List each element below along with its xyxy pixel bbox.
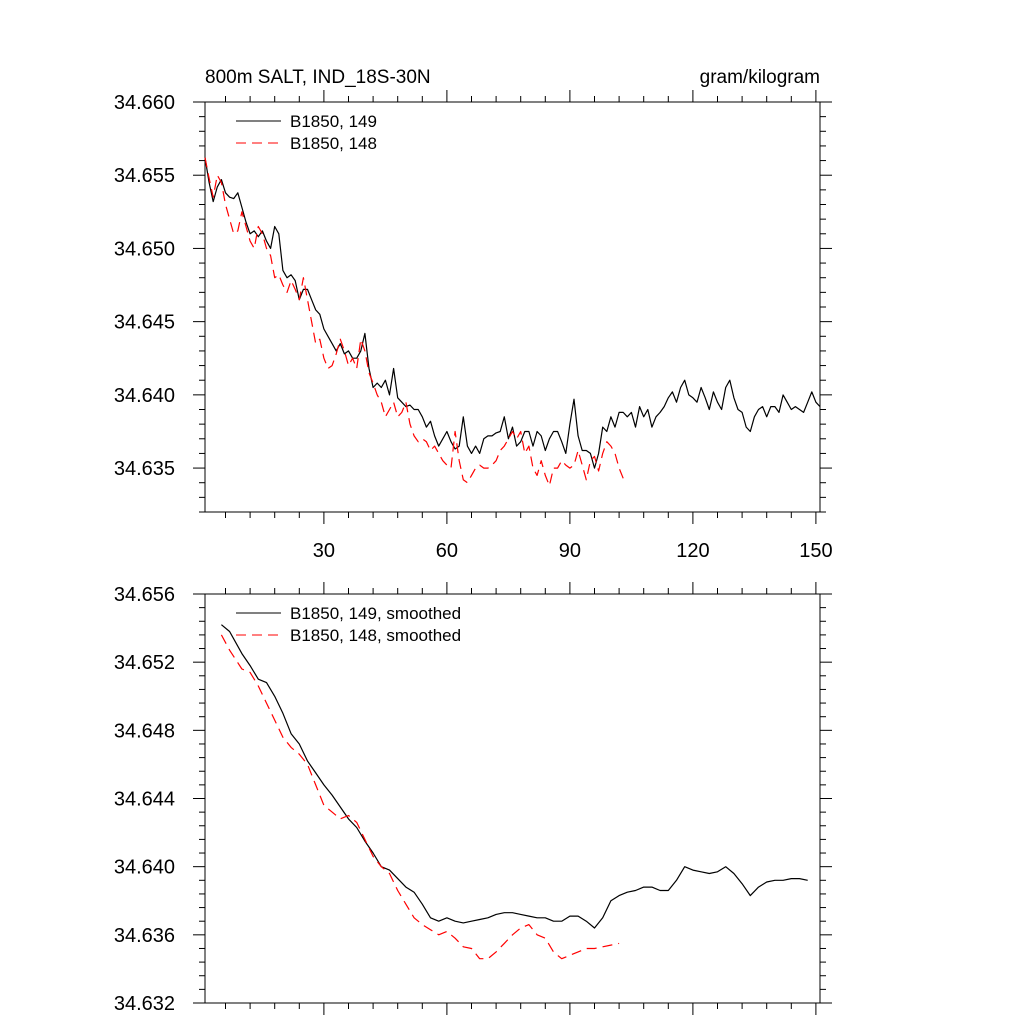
y-tick-label: 34.656	[114, 584, 175, 606]
y-tick-label: 34.645	[114, 312, 175, 334]
y-tick-label: 34.652	[114, 652, 175, 674]
bottom-series-lines	[220, 624, 808, 960]
top-axes: 34.635 34.640 34.645 34.650 34.655 34.660 30 60…	[114, 90, 833, 562]
legend-label-149-smoothed: B1850, 149, smoothed	[290, 604, 461, 623]
series-line-1	[204, 157, 624, 487]
top-legend: B1850, 149 B1850, 148	[236, 112, 377, 153]
y-tick-label: 34.650	[114, 238, 175, 260]
y-tick-label: 34.644	[114, 789, 175, 811]
y-tick-label: 34.635	[114, 458, 175, 480]
plot-frame	[204, 101, 821, 513]
x-tick-label: 150	[799, 540, 832, 562]
x-tick-label: 120	[676, 540, 709, 562]
y-tick-label: 34.655	[114, 165, 175, 187]
plot-frame	[204, 593, 821, 1004]
x-tick-label: 60	[436, 540, 458, 562]
legend-label-148: B1850, 148	[290, 134, 377, 153]
series-line-0	[204, 157, 821, 469]
y-tick-label: 34.660	[114, 92, 175, 114]
top-series-lines	[204, 157, 821, 487]
legend-label-148-smoothed: B1850, 148, smoothed	[290, 626, 461, 645]
x-tick-label: 90	[559, 540, 581, 562]
bottom-panel: 34.632 34.636 34.640 34.644 34.648 34.652 34.6…	[114, 582, 832, 1015]
series-line-1	[220, 634, 620, 960]
y-tick-label: 34.632	[114, 993, 175, 1015]
units-label: gram/kilogram	[700, 67, 820, 88]
bottom-legend: B1850, 149, smoothed B1850, 148, smoothe…	[236, 604, 461, 645]
top-panel: 800m SALT, IND_18S-30N gram/kilogram 34.…	[114, 67, 833, 562]
x-tick-label: 30	[313, 540, 335, 562]
bottom-axes: 34.632 34.636 34.640 34.644 34.648 34.652 34.6…	[114, 582, 832, 1015]
y-tick-label: 34.640	[114, 857, 175, 879]
series-line-0	[221, 624, 808, 929]
legend-label-149: B1850, 149	[290, 112, 377, 131]
y-tick-label: 34.648	[114, 720, 175, 742]
y-tick-label: 34.636	[114, 925, 175, 947]
y-tick-label: 34.640	[114, 385, 175, 407]
chart-title: 800m SALT, IND_18S-30N	[205, 67, 431, 88]
